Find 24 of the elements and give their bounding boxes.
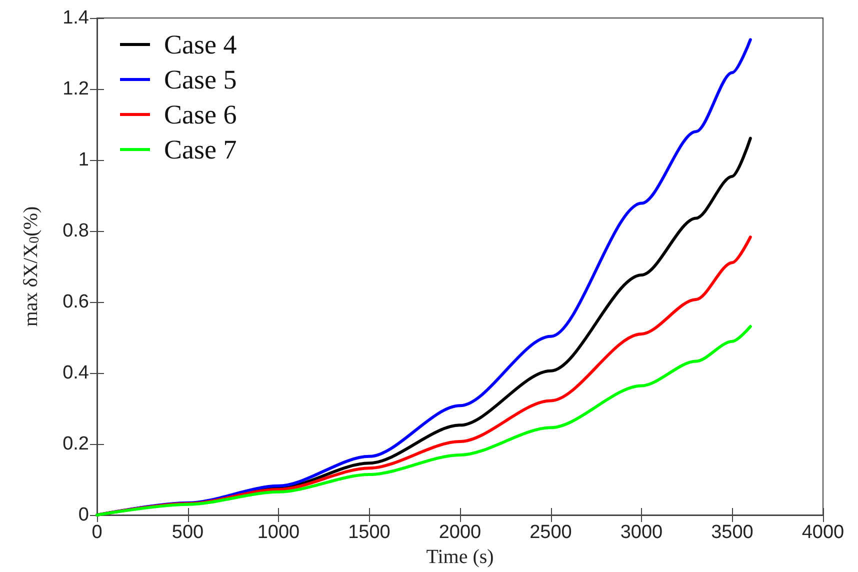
y-tick-label: 0.4 <box>62 362 90 384</box>
legend-label: Case 4 <box>164 30 238 60</box>
y-tick-label: 1.4 <box>62 8 90 28</box>
x-tick-label: 4000 <box>802 522 844 543</box>
x-tick-label: 500 <box>172 522 204 543</box>
y-axis-title: max δX/X0(%) <box>20 206 42 327</box>
legend-label: Case 5 <box>164 64 237 94</box>
x-tick-label: 2000 <box>438 522 482 543</box>
y-tick-label: 0.8 <box>62 220 89 242</box>
y-tick-label: 1.2 <box>62 78 89 100</box>
x-tick-label: 3000 <box>620 522 663 543</box>
x-tick-label: 0 <box>92 522 102 543</box>
legend-label: Case 7 <box>164 134 237 164</box>
x-tick-label: 1500 <box>348 522 390 543</box>
y-tick-label: 0.2 <box>62 434 89 454</box>
x-axis-title: Time (s) <box>426 546 494 568</box>
x-tick-label: 2500 <box>530 522 572 543</box>
y-tick-label: 1 <box>78 150 89 170</box>
legend-label: Case 6 <box>164 100 237 130</box>
x-tick-label: 3500 <box>711 522 754 543</box>
line-series <box>96 324 752 516</box>
y-tick-label: 0.6 <box>62 292 89 312</box>
x-tick-label: 1000 <box>257 522 300 543</box>
y-tick-label: 0 <box>78 504 89 526</box>
